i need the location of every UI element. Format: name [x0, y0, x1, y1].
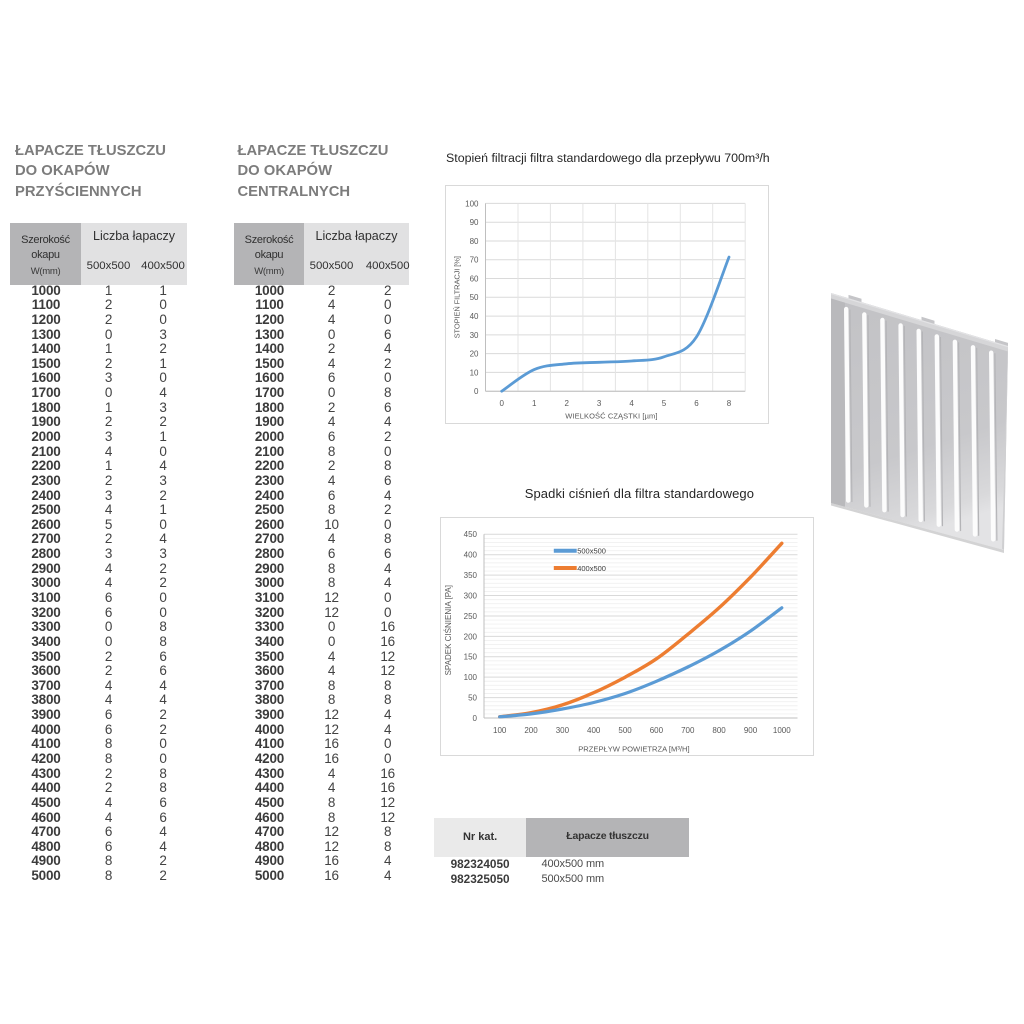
- svg-text:900: 900: [744, 726, 758, 735]
- svg-text:50: 50: [468, 694, 477, 703]
- svg-text:800: 800: [712, 726, 726, 735]
- svg-text:10: 10: [470, 368, 479, 377]
- svg-text:5: 5: [662, 399, 667, 408]
- svg-text:700: 700: [681, 726, 695, 735]
- svg-text:500: 500: [618, 726, 632, 735]
- svg-text:2: 2: [564, 399, 569, 408]
- svg-text:200: 200: [464, 632, 478, 641]
- svg-text:30: 30: [470, 331, 479, 340]
- svg-text:350: 350: [464, 571, 478, 580]
- svg-text:150: 150: [464, 653, 478, 662]
- svg-text:500x500: 500x500: [577, 547, 606, 556]
- svg-text:90: 90: [470, 218, 479, 227]
- svg-text:70: 70: [470, 255, 479, 264]
- svg-text:400: 400: [587, 726, 601, 735]
- svg-text:PRZEPŁYW POWIETRZA [M³/H]: PRZEPŁYW POWIETRZA [M³/H]: [578, 745, 689, 754]
- svg-text:SPADEK CIŚNIENIA [PA]: SPADEK CIŚNIENIA [PA]: [444, 585, 453, 675]
- svg-text:400x500: 400x500: [577, 564, 606, 573]
- svg-text:0: 0: [499, 399, 504, 408]
- svg-text:40: 40: [470, 312, 479, 321]
- svg-text:6: 6: [694, 399, 699, 408]
- svg-text:60: 60: [470, 274, 479, 283]
- svg-text:300: 300: [464, 591, 478, 600]
- svg-text:0: 0: [474, 387, 479, 396]
- svg-text:3: 3: [597, 399, 602, 408]
- svg-text:1000: 1000: [773, 726, 791, 735]
- svg-text:200: 200: [524, 726, 538, 735]
- svg-text:80: 80: [470, 237, 479, 246]
- svg-text:300: 300: [556, 726, 570, 735]
- svg-text:100: 100: [464, 673, 478, 682]
- svg-text:600: 600: [650, 726, 664, 735]
- svg-text:250: 250: [464, 612, 478, 621]
- svg-text:8: 8: [727, 399, 732, 408]
- svg-text:WIELKOŚĆ CZĄSTKI [µm]: WIELKOŚĆ CZĄSTKI [µm]: [565, 411, 657, 420]
- svg-text:50: 50: [470, 293, 479, 302]
- svg-text:STOPIEŃ FILTRACJI [%]: STOPIEŃ FILTRACJI [%]: [453, 256, 462, 338]
- svg-text:1: 1: [532, 399, 537, 408]
- svg-text:100: 100: [493, 726, 507, 735]
- svg-text:100: 100: [465, 199, 479, 208]
- svg-text:4: 4: [629, 399, 634, 408]
- svg-text:0: 0: [473, 714, 478, 723]
- svg-text:20: 20: [470, 349, 479, 358]
- svg-text:450: 450: [464, 530, 478, 539]
- svg-text:400: 400: [464, 551, 478, 560]
